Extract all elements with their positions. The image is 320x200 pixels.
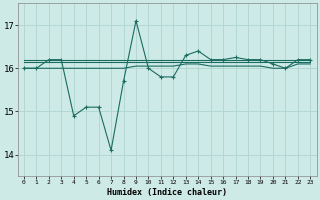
X-axis label: Humidex (Indice chaleur): Humidex (Indice chaleur) <box>107 188 227 197</box>
